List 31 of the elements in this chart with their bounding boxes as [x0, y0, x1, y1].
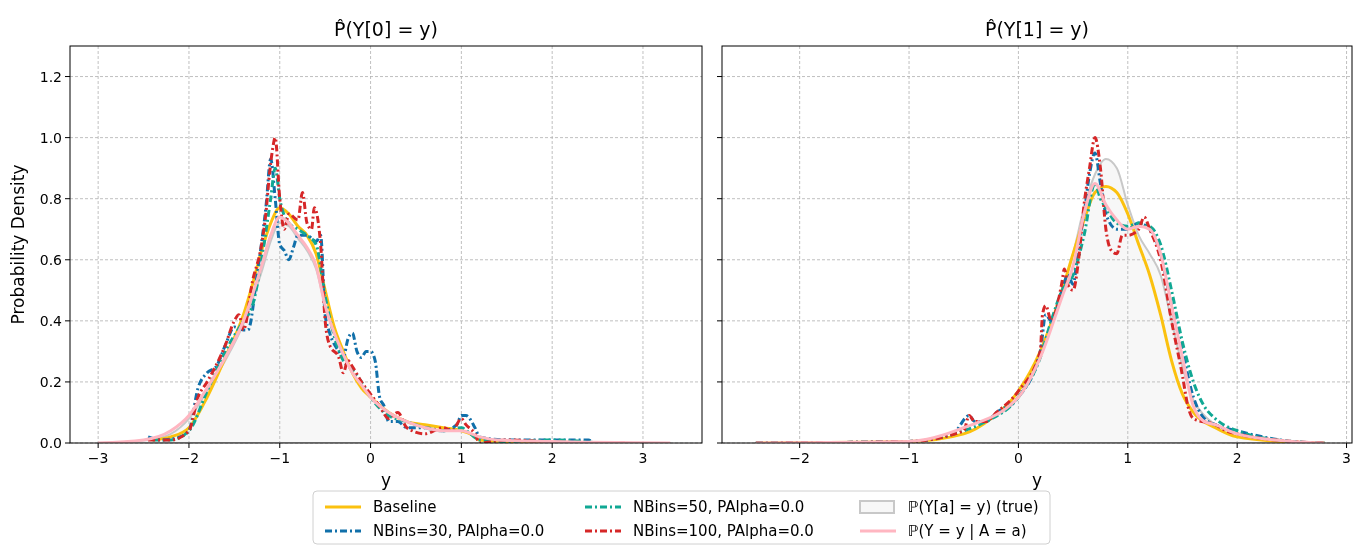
legend-label: Baseline [373, 498, 437, 516]
x-tick-label: 3 [1342, 450, 1351, 466]
legend-label: ℙ(Y = y | A = a) [908, 522, 1027, 540]
x-tick-label: −1 [898, 450, 920, 466]
x-tick-label: −2 [178, 450, 200, 466]
y-tick-label: 0.2 [39, 373, 62, 390]
x-axis-title: y [380, 470, 392, 490]
legend-label: NBins=100, PAlpha=0.0 [633, 522, 814, 540]
y-tick-label: 1.0 [39, 129, 62, 146]
y-tick-label: 1.2 [39, 68, 62, 85]
x-tick-label: −3 [87, 450, 109, 466]
legend-label: NBins=30, PAlpha=0.0 [373, 522, 545, 540]
x-tick-label: 0 [1013, 450, 1023, 466]
y-tick-label: 0.4 [39, 312, 63, 329]
x-tick-label: 2 [547, 450, 557, 466]
x-tick-label: 1 [1123, 450, 1133, 466]
x-tick-label: −1 [269, 450, 291, 466]
x-axis-title: y [1031, 470, 1043, 490]
x-tick-label: 2 [1232, 450, 1242, 466]
chart-title: P̂(Y[1] = y) [984, 18, 1090, 40]
x-tick-label: 1 [456, 450, 466, 466]
x-tick-label: 3 [638, 450, 648, 466]
y-tick-label: 0.0 [39, 435, 62, 451]
y-tick-label: 0.6 [39, 251, 63, 268]
legend-label: ℙ(Y[a] = y) (true) [908, 498, 1039, 516]
legend-label: NBins=50, PAlpha=0.0 [633, 498, 805, 516]
x-tick-label: −2 [789, 450, 810, 466]
y-tick-label: 0.8 [39, 190, 62, 207]
x-tick-label: 0 [366, 450, 376, 466]
chart-title: P̂(Y[0] = y) [333, 18, 439, 40]
y-axis-title: Probability Density [8, 164, 28, 325]
